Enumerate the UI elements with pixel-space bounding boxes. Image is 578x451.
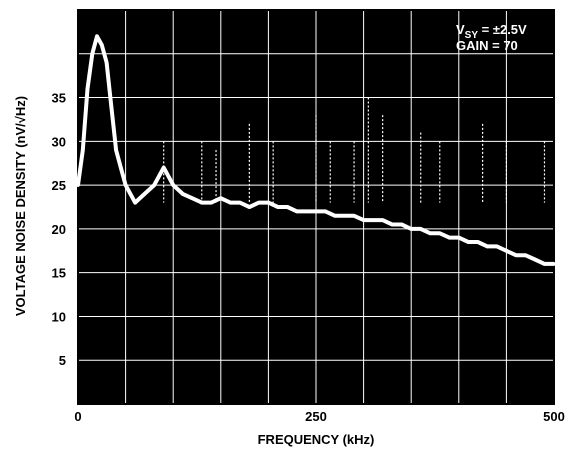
data-point: [228, 200, 233, 205]
data-point: [361, 218, 366, 222]
data-point: [476, 240, 480, 244]
data-point: [247, 205, 252, 209]
x-tick-label: 0: [74, 409, 81, 424]
data-point: [371, 218, 375, 222]
data-point: [209, 200, 214, 205]
data-point: [523, 253, 528, 257]
data-point: [161, 165, 166, 170]
data-point: [514, 253, 518, 257]
data-point: [533, 257, 537, 262]
data-point: [219, 196, 223, 201]
y-tick-label: 20: [52, 222, 66, 237]
data-point: [104, 60, 109, 65]
data-point: [495, 244, 499, 249]
data-point: [418, 227, 423, 231]
data-point: [133, 200, 137, 205]
y-tick-label: 25: [52, 178, 66, 193]
data-point: [542, 262, 547, 266]
data-point: [295, 209, 299, 214]
data-point: [552, 262, 556, 266]
data-point: [314, 209, 318, 214]
data-point: [399, 222, 404, 227]
y-tick-labels: 5 10 15 20 25 30 35: [52, 91, 66, 369]
data-point: [409, 227, 414, 231]
data-point: [485, 244, 490, 249]
data-point: [428, 231, 433, 236]
data-point: [304, 209, 309, 214]
y-tick-label: 15: [52, 266, 66, 281]
data-point: [199, 200, 204, 205]
x-axis-label: FREQUENCY (kHz): [258, 432, 375, 447]
y-tick-label: 30: [52, 134, 66, 149]
plot-frame: [77, 9, 555, 405]
data-point: [190, 196, 195, 201]
data-point: [114, 148, 118, 152]
data-point: [85, 87, 90, 91]
data-point: [109, 104, 114, 109]
data-point: [457, 235, 461, 240]
y-tick-label: 10: [52, 309, 66, 324]
data-point: [333, 213, 337, 218]
data-point: [257, 200, 261, 205]
data-point: [276, 205, 280, 209]
data-point: [390, 222, 394, 227]
data-point: [142, 192, 147, 196]
grid-lines: [77, 9, 555, 405]
data-point: [128, 192, 133, 196]
data-point: [95, 34, 99, 39]
data-point: [266, 200, 271, 205]
data-point: [123, 183, 128, 187]
data-point: [447, 235, 452, 240]
data-point: [285, 205, 290, 209]
data-point: [90, 51, 95, 56]
data-point: [152, 183, 156, 187]
x-tick-labels: 0 250 500: [74, 409, 564, 424]
data-point: [119, 165, 123, 170]
data-point: [437, 231, 442, 236]
data-point: [80, 148, 85, 152]
y-axis-label: VOLTAGE NOISE DENSITY (nV/√Hz): [13, 96, 28, 316]
data-point: [171, 183, 175, 187]
data-point: [466, 240, 471, 244]
data-point: [342, 213, 347, 218]
x-tick-label: 250: [305, 409, 327, 424]
x-tick-label: 500: [543, 409, 565, 424]
data-point: [180, 192, 185, 196]
y-tick-label: 35: [52, 91, 66, 106]
noise-trace-series: [76, 34, 556, 266]
spike-series: [163, 97, 546, 203]
data-point: [380, 218, 385, 222]
annotation-vsy: VSY = ±2.5V: [456, 22, 527, 41]
data-point: [323, 209, 328, 214]
annotation-gain: GAIN = 70: [456, 38, 518, 53]
data-point: [76, 183, 80, 187]
data-point: [352, 213, 356, 218]
y-tick-label: 5: [59, 353, 66, 368]
data-point: [504, 248, 509, 253]
data-point: [100, 43, 104, 47]
data-point: [238, 200, 242, 205]
